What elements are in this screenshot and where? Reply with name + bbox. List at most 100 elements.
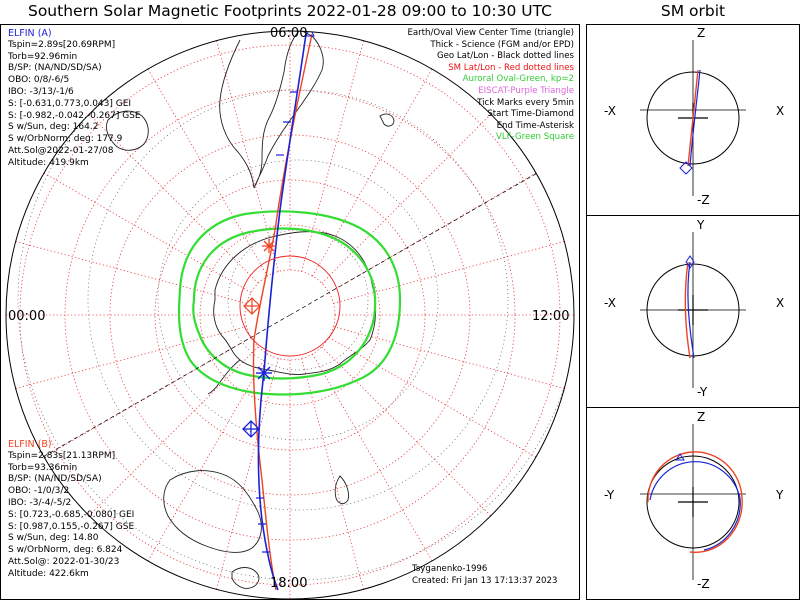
info-line: Torb=92.96min — [8, 51, 78, 62]
south-georgia-outline — [379, 113, 395, 127]
sm-longitude-line — [328, 169, 542, 293]
info-line: IBO: -3/13/-1/6 — [8, 86, 74, 97]
sm-longitude-line — [301, 34, 366, 272]
map-disc — [6, 31, 574, 599]
map-disc-border — [5, 30, 575, 600]
orbit-panel-xz — [640, 40, 746, 196]
sm-longitude-line — [84, 109, 259, 284]
sm-longitude-line — [301, 358, 366, 596]
sm-latitude-circle — [199, 224, 381, 406]
sm-longitude-line — [144, 353, 268, 567]
info-line: B/SP: (NA/ND/SD/SA) — [8, 63, 102, 74]
orbit2-top-label: Y — [697, 218, 705, 232]
auroral-oval — [177, 210, 402, 396]
elfin-a-orbit-xz — [689, 69, 701, 167]
antarctic-peninsula-outline — [207, 359, 241, 395]
auroral-oval-inner — [192, 227, 377, 380]
info-line: S: [-0.982,-0.042,-0.267] GSE — [8, 110, 141, 121]
page-title: Southern Solar Magnetic Footprints 2022-… — [27, 2, 552, 20]
orbit1-top-label: Z — [697, 26, 706, 40]
sm-longitude-line — [333, 326, 571, 391]
legend-entry: VLF-Green Square — [495, 132, 574, 143]
elfin-a-track — [257, 33, 307, 591]
info-line: S w/Sun, deg: 164.2 — [8, 122, 99, 133]
elfin-a-info: ELFIN (A) Tspin=2.89s[20.69RPM] Torb=92.9… — [8, 28, 141, 170]
markers — [242, 31, 315, 438]
africa-outline — [105, 110, 149, 151]
geo-latitude-circle — [157, 159, 439, 441]
elfin-b-orbit-xz — [687, 69, 699, 167]
orbit2-right-label: X — [776, 296, 785, 310]
info-line: S w/OrbNorm, deg: 6.824 — [8, 545, 123, 556]
antarctica-outline — [213, 231, 377, 375]
model-name: Tsyganenko-1996 — [412, 564, 488, 574]
info-line: Torb=93.36min — [8, 462, 78, 473]
elfin-b-orbit-xy — [684, 261, 691, 359]
info-line: Altitude: 419.9km — [8, 157, 89, 168]
legend-entry: End Time-Asterisk — [496, 120, 574, 131]
legend-entry: Geo Lat/Lon - Black dotted lines — [436, 51, 574, 62]
orbit1-bottom-label: -Z — [697, 193, 710, 207]
sm-grid-lines — [6, 31, 574, 599]
south-america-outline — [253, 31, 324, 189]
sm-longitude-line — [9, 239, 247, 304]
legend-entry: Start Time-Diamond — [487, 109, 574, 120]
south-america-coast — [219, 39, 255, 189]
sm-longitude-line — [84, 346, 259, 521]
info-line: B/SP: (NA/ND/SD/SA) — [8, 474, 102, 485]
mlt-label-top: 06:00 — [270, 26, 308, 41]
orbit-title: SM orbit — [660, 2, 726, 20]
orbit2-bottom-label: -Y — [697, 385, 708, 399]
sm-latitude-circle — [109, 134, 471, 496]
sm-longitude-line — [321, 346, 496, 521]
info-line: S w/OrbNorm, deg: 177.9 — [8, 134, 123, 145]
longitude-dashes — [19, 159, 561, 471]
credits: Tsyganenko-1996 Created: Fri Jan 13 17:1… — [412, 563, 557, 587]
info-line: Att.Sol@2022-01-27/08 — [8, 145, 114, 156]
sm-longitude-line — [38, 337, 252, 461]
earth-circle-xz — [646, 71, 740, 165]
orbit1-right-label: X — [776, 104, 785, 118]
sm-longitude-line — [144, 63, 268, 277]
elfin-a-lines: Tspin=2.89s[20.69RPM] Torb=92.96min B/SP: … — [8, 40, 141, 170]
sm-longitude-line — [333, 239, 571, 304]
legend-entry: Tick Marks every 5min — [477, 97, 574, 108]
orbit3-bottom-label: -Z — [697, 577, 710, 591]
elfin-a-orbit-yz — [649, 461, 741, 551]
mlt-label-right: 12:00 — [532, 309, 570, 324]
elfin-a-end-asterisk — [256, 365, 272, 381]
legend-entry: Auroral Oval-Green, kp=2 — [462, 74, 574, 85]
orbit3-left-label: -Y — [604, 488, 615, 502]
mlt-label-left: 00:00 — [8, 309, 46, 324]
earth-circle-yz — [646, 455, 740, 549]
info-line: Altitude: 422.6km — [8, 568, 89, 579]
sm-longitude-line — [312, 63, 436, 277]
geo-latitude-circle — [87, 89, 509, 511]
orbit1-left-label: -X — [604, 104, 616, 118]
sm-longitude-line — [312, 353, 436, 567]
created-timestamp: Created: Fri Jan 13 17:13:37 2023 — [412, 576, 558, 586]
orbit-panel-yz — [640, 424, 746, 580]
new-zealand-outline — [334, 475, 349, 505]
elfin-a-start-diamond — [242, 420, 260, 438]
elfin-b-start-diamond — [243, 297, 261, 315]
elfin-b-info: ELFIN (B) Tspin=2.83s[21.13RPM] Torb=93.3… — [8, 439, 134, 581]
info-line: S: [-0.631,0.773,0.043] GEI — [8, 98, 132, 109]
info-line: OBO: -1/0/3/2 — [8, 486, 70, 497]
sm-longitude-line — [214, 358, 279, 596]
geo-grid-lines — [17, 31, 574, 581]
sm-longitude-line — [321, 109, 496, 284]
info-line: Tspin=2.89s[20.69RPM] — [8, 39, 116, 50]
legend-entry: SM Lat/Lon - Red dotted lines — [448, 62, 574, 73]
elfin-a-name: ELFIN (A) — [8, 28, 52, 39]
info-line: Tspin=2.83s[21.13RPM] — [8, 450, 116, 461]
orbit-panel-xy — [640, 232, 746, 388]
australia-outline — [163, 470, 262, 553]
sm-longitude-line — [38, 169, 252, 293]
sm-longitude-line — [9, 326, 247, 391]
elfin-b-name: ELFIN (B) — [8, 439, 52, 450]
elfin-b-end-asterisk — [262, 239, 276, 253]
info-line: S: [0.723,-0.685,-0.080] GEI — [8, 509, 135, 520]
elfin-a-ticks — [256, 91, 298, 553]
